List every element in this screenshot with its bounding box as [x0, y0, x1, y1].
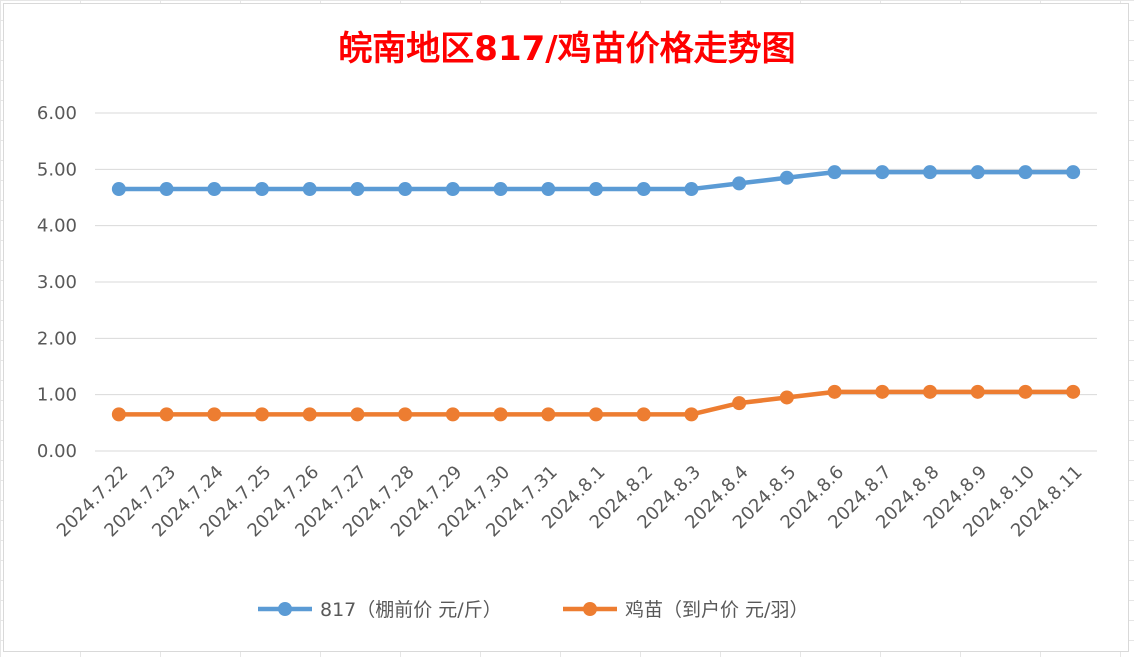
legend: 817（棚前价 元/斤） 鸡苗（到户价 元/羽） [258, 599, 808, 621]
legend-label: 鸡苗（到户价 元/羽） [625, 599, 808, 621]
data-point[interactable] [255, 407, 269, 422]
data-point[interactable] [1066, 384, 1081, 399]
data-point[interactable] [493, 407, 508, 422]
data-point[interactable] [207, 407, 222, 422]
series-2 [111, 384, 1081, 422]
series-layer [111, 165, 1081, 422]
data-point[interactable] [875, 384, 890, 399]
y-tick-label: 5.00 [37, 159, 77, 180]
data-point[interactable] [255, 182, 269, 197]
y-tick-label: 2.00 [37, 328, 77, 349]
data-point[interactable] [732, 176, 747, 191]
data-point[interactable] [541, 182, 556, 197]
y-tick-label: 0.00 [37, 441, 77, 462]
data-point[interactable] [589, 407, 603, 422]
data-point[interactable] [827, 384, 842, 399]
data-point[interactable] [1018, 384, 1033, 399]
legend-swatch-marker [583, 602, 597, 616]
data-point[interactable] [302, 182, 317, 197]
legend-swatch-marker [278, 602, 292, 616]
y-axis-ticks: 0.00 1.00 2.00 3.00 4.00 5.00 6.00 [37, 103, 77, 462]
data-point[interactable] [541, 407, 556, 422]
data-point[interactable] [923, 165, 937, 180]
data-point[interactable] [493, 182, 508, 197]
legend-label: 817（棚前价 元/斤） [320, 599, 502, 621]
data-point[interactable] [350, 407, 365, 422]
gridlines [95, 112, 1097, 452]
data-point[interactable] [875, 165, 890, 180]
data-point[interactable] [970, 165, 985, 180]
data-point[interactable] [1066, 165, 1081, 180]
data-point[interactable] [732, 396, 747, 411]
data-point[interactable] [779, 170, 794, 185]
data-point[interactable] [159, 407, 174, 422]
x-axis-ticks: 2024.7.222024.7.232024.7.242024.7.252024… [53, 462, 1087, 542]
data-point[interactable] [207, 182, 222, 197]
data-point[interactable] [445, 182, 460, 197]
data-point[interactable] [684, 182, 699, 197]
data-point[interactable] [827, 165, 842, 180]
data-point[interactable] [445, 407, 460, 422]
data-point[interactable] [1018, 165, 1033, 180]
data-point[interactable] [159, 182, 174, 197]
y-tick-label: 1.00 [37, 385, 77, 406]
data-point[interactable] [398, 407, 413, 422]
y-tick-label: 6.00 [37, 103, 77, 124]
data-point[interactable] [779, 390, 794, 405]
data-point[interactable] [970, 384, 985, 399]
data-point[interactable] [589, 182, 603, 197]
data-point[interactable] [350, 182, 365, 197]
series-1 [111, 165, 1081, 197]
data-point[interactable] [923, 384, 937, 399]
data-point[interactable] [111, 407, 126, 422]
data-point[interactable] [111, 182, 126, 197]
data-point[interactable] [636, 182, 651, 197]
y-tick-label: 3.00 [37, 272, 77, 293]
legend-item[interactable]: 鸡苗（到户价 元/羽） [563, 599, 808, 621]
legend-item[interactable]: 817（棚前价 元/斤） [258, 599, 502, 621]
data-point[interactable] [302, 407, 317, 422]
chart-title: 皖南地区817/鸡苗价格走势图 [338, 29, 795, 69]
chart-area[interactable] [3, 3, 1129, 652]
data-point[interactable] [398, 182, 413, 197]
y-tick-label: 4.00 [37, 216, 77, 237]
data-point[interactable] [636, 407, 651, 422]
data-point[interactable] [684, 407, 699, 422]
